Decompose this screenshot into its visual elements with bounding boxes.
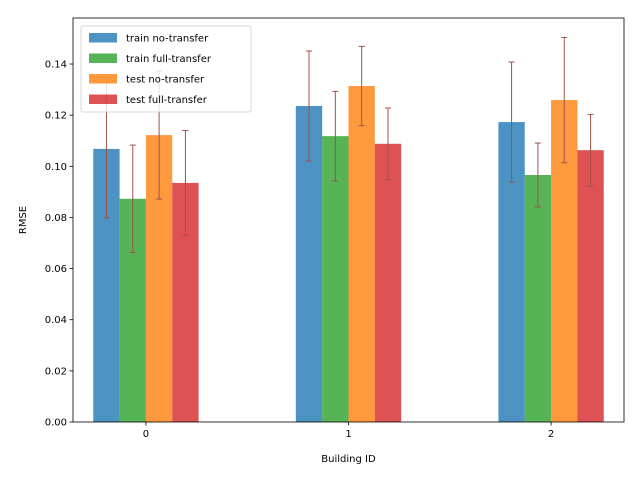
bar-s3-c1 <box>374 143 402 422</box>
legend-swatch-3 <box>89 94 117 104</box>
legend-swatch-0 <box>89 33 117 43</box>
x-tick-label: 0 <box>143 429 149 440</box>
legend-label-1: train full-transfer <box>126 54 212 65</box>
y-tick-label: 0.12 <box>45 111 67 122</box>
y-tick-label: 0.10 <box>45 162 67 173</box>
y-tick-label: 0.14 <box>45 60 67 71</box>
legend: train no-transfer train full-transfer test… <box>80 25 252 113</box>
legend-swatch-2 <box>89 74 117 84</box>
x-axis-label: Building ID <box>321 454 376 465</box>
x-tick-label: 1 <box>345 429 351 440</box>
y-tick-label: 0.06 <box>45 264 67 275</box>
errorbar-s0-c1 <box>305 50 312 162</box>
y-tick-label: 0.04 <box>45 315 67 326</box>
errorbar-s1-c2 <box>534 142 541 208</box>
errorbars-layer <box>103 36 594 253</box>
legend-label-0: train no-transfer <box>126 34 209 45</box>
y-tick-label: 0.08 <box>45 213 67 224</box>
legend-label-3: test full-transfer <box>126 95 208 106</box>
errorbar-s2-c1 <box>358 45 365 127</box>
errorbar-s3-c1 <box>385 107 392 181</box>
y-axis-ticks: 0.00 0.02 0.04 0.06 0.08 0.10 0.12 0.14 <box>45 60 73 429</box>
legend-box <box>80 25 252 113</box>
errorbar-s3-c0 <box>182 130 189 236</box>
x-axis-ticks: 0 1 2 <box>143 422 554 440</box>
bar-s3-c2 <box>577 150 604 422</box>
errorbar-s1-c0 <box>129 144 136 253</box>
errorbar-s0-c2 <box>508 61 515 183</box>
legend-swatch-1 <box>89 53 117 63</box>
bars-layer <box>93 86 604 423</box>
errorbar-s2-c2 <box>561 36 568 164</box>
legend-label-2: test no-transfer <box>126 75 205 86</box>
y-axis-label: RMSE <box>18 206 29 234</box>
bar-s1-c2 <box>524 174 552 422</box>
bar-s2-c1 <box>348 86 375 422</box>
x-tick-label: 2 <box>548 429 554 440</box>
y-tick-label: 0.00 <box>45 418 67 429</box>
errorbar-s3-c2 <box>587 113 594 187</box>
y-tick-label: 0.02 <box>45 366 67 377</box>
bar-s1-c1 <box>322 136 349 422</box>
errorbar-s1-c1 <box>332 90 339 182</box>
